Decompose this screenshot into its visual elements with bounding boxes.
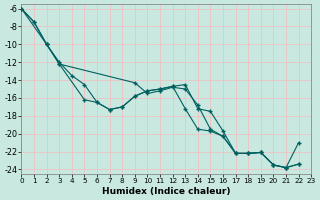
X-axis label: Humidex (Indice chaleur): Humidex (Indice chaleur): [102, 187, 231, 196]
